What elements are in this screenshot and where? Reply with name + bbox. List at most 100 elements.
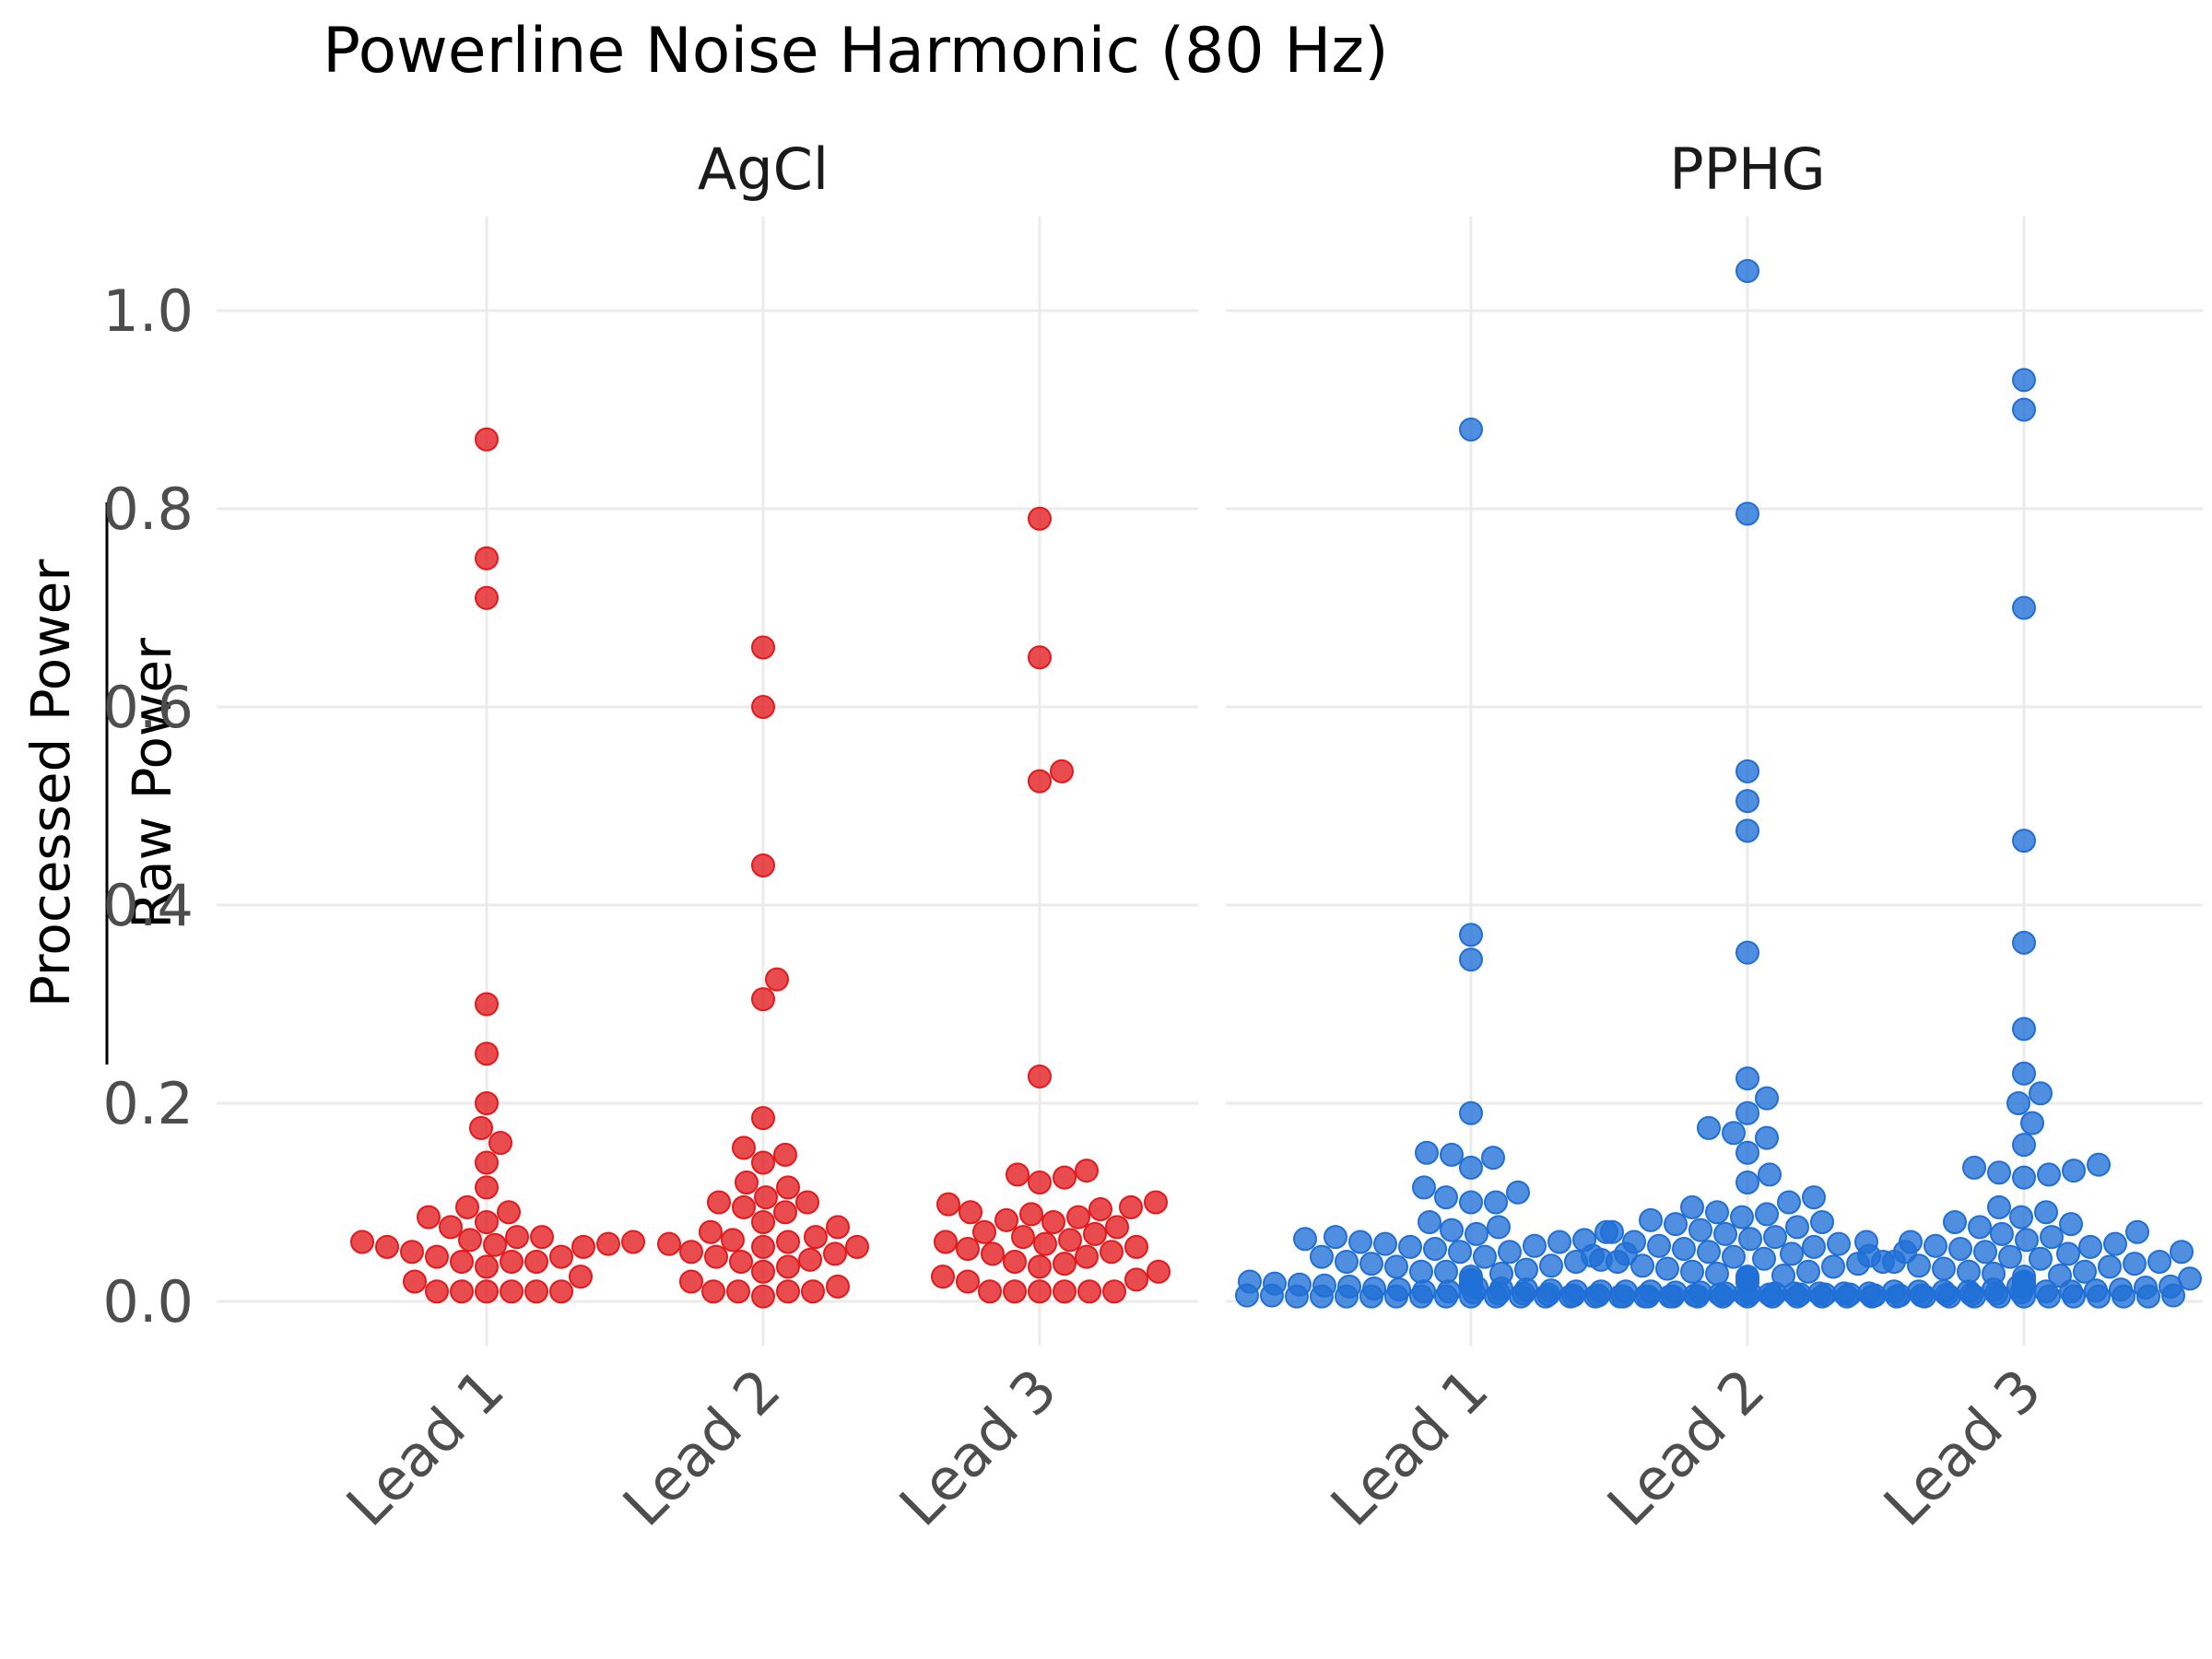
data-point [981,1241,1005,1266]
data-point [1459,947,1483,972]
data-point [1384,1254,1408,1279]
data-point [978,1279,1002,1304]
data-point [2012,829,2036,853]
data-point [1943,1210,1967,1234]
data-point [751,1234,775,1259]
data-point [826,1215,850,1240]
data-point [1418,1210,1441,1234]
data-point [1412,1175,1436,1200]
data-point [765,967,789,992]
data-point [1763,1281,1787,1306]
data-point [1335,1250,1359,1274]
data-point [1713,1281,1737,1306]
data-point [1238,1269,1262,1294]
data-point [2056,1241,2080,1266]
data-point [1948,1237,1972,1262]
data-point [2062,1284,2086,1309]
y-tick-label: 0.2 [102,1070,194,1137]
data-point [1821,1254,1845,1279]
data-point [1459,418,1483,441]
data-point [475,1254,499,1279]
data-point [1564,1279,1588,1304]
data-point [1758,1162,1782,1187]
data-point [1459,923,1483,947]
data-point [1448,1240,1472,1265]
data-point [2034,1200,2058,1225]
data-point [2059,1212,2083,1237]
data-point [1763,1225,1787,1250]
data-point [1788,1282,1812,1307]
data-point [475,585,499,610]
facet-panels: 0.0 0.2 0.4 0.6 0.8 1.0 AgCl Lead 1 Lead 2 Lead 3… [102,135,2203,1539]
data-point [1003,1279,1027,1304]
data-point [2020,1111,2044,1135]
data-point [1459,1155,1483,1180]
data-point [704,1244,728,1269]
data-point [2073,1259,2097,1284]
data-point [1838,1282,1862,1307]
data-point [1998,1244,2022,1269]
data-point [2112,1284,2136,1309]
data-point [1077,1279,1101,1304]
data-point [500,1250,524,1274]
data-point [1415,1140,1439,1165]
data-point [1434,1185,1458,1210]
data-point [475,546,499,571]
data-point [2012,1017,2036,1041]
data-point [1263,1271,1287,1296]
data-point [795,1190,819,1215]
data-point [679,1240,703,1265]
data-point [936,1192,960,1217]
data-point [1465,1221,1488,1246]
data-point [1075,1159,1099,1183]
data-point [2012,368,2036,393]
data-point [1359,1252,1383,1277]
data-point [475,992,499,1017]
data-point [1899,1230,1923,1254]
data-point [1990,1221,2014,1246]
data-point [1614,1279,1638,1304]
data-point [1738,1281,1762,1306]
data-point [1968,1215,1992,1240]
data-point [776,1230,800,1254]
data-point [1465,1275,1488,1300]
data-point [469,1115,493,1140]
data-point [934,1230,958,1254]
data-point [1606,1250,1630,1274]
data-point [475,1091,499,1115]
data-point [1655,1256,1679,1281]
data-point [735,1171,759,1194]
data-point [1506,1180,1530,1205]
data-point [1028,1254,1052,1279]
data-point [1028,769,1052,794]
data-point [1373,1231,1397,1256]
data-point [1066,1205,1090,1230]
data-point [1735,259,1759,283]
data-point [1003,1250,1027,1274]
data-point [1672,1237,1696,1262]
data-point [751,1259,775,1284]
data-point [1019,1202,1043,1227]
y-axis-label-numerator: Processed Power [19,559,82,1007]
data-point [483,1232,507,1257]
data-point [751,695,775,719]
data-point [2087,1284,2111,1309]
data-point [1083,1221,1107,1246]
data-point [751,1210,775,1234]
data-point [2012,1165,2036,1190]
data-point [2012,930,2036,955]
data-point [2170,1240,2194,1265]
data-point [1337,1274,1361,1299]
data-point [2040,1225,2064,1250]
data-point [1440,1218,1464,1242]
data-point [1863,1283,1887,1308]
data-point [1639,1279,1663,1304]
data-point [450,1279,474,1304]
data-point [701,1279,725,1304]
data-point [1487,1215,1511,1240]
data-point [2015,1228,2039,1253]
data-point [1987,1284,2011,1309]
data-point [2012,1061,2036,1086]
data-point [1780,1241,1804,1266]
data-point [1722,1121,1746,1146]
